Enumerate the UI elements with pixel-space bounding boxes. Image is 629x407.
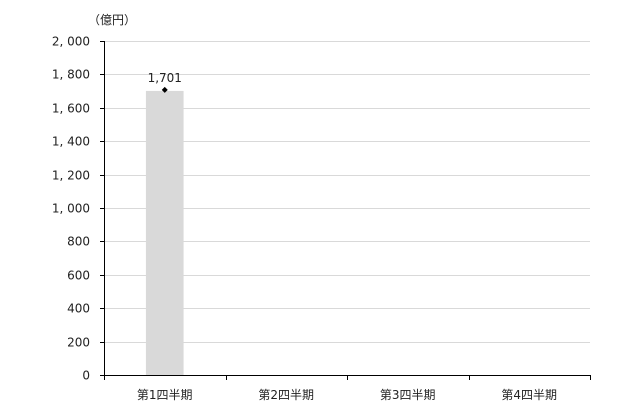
y-tick-label: 600	[67, 269, 90, 283]
data-label: 1,701	[148, 71, 182, 85]
y-tick-label: 800	[67, 235, 90, 249]
data-labels: 1,701	[148, 71, 182, 93]
x-tick-label: 第4四半期	[501, 388, 557, 402]
y-tick-label: 2, 000	[52, 35, 90, 49]
data-marker	[161, 86, 168, 93]
y-axis-unit-label: （億円）	[88, 13, 136, 27]
x-tick-label: 第2四半期	[258, 388, 314, 402]
y-tick-label: 1, 600	[52, 102, 90, 116]
bar	[145, 90, 184, 376]
y-tick-label: 1, 000	[52, 202, 90, 216]
y-tick-label: 0	[82, 369, 90, 383]
y-tick-label: 1, 400	[52, 135, 90, 149]
axes	[100, 41, 591, 380]
y-tick-label: 400	[67, 302, 90, 316]
y-tick-label: 1, 800	[52, 68, 90, 82]
x-tick-label: 第1四半期	[137, 388, 193, 402]
grid-lines	[104, 41, 590, 343]
y-axis-ticks: 0 200 400 600 800 1, 000 1, 200 1, 400 1, 600 1, …	[52, 35, 90, 383]
x-axis-ticks: 第1四半期 第2四半期 第3四半期 第4四半期	[137, 388, 557, 402]
y-tick-label: 200	[67, 336, 90, 350]
bars	[145, 90, 184, 376]
x-tick-label: 第3四半期	[380, 388, 436, 402]
y-tick-label: 1, 200	[52, 169, 90, 183]
